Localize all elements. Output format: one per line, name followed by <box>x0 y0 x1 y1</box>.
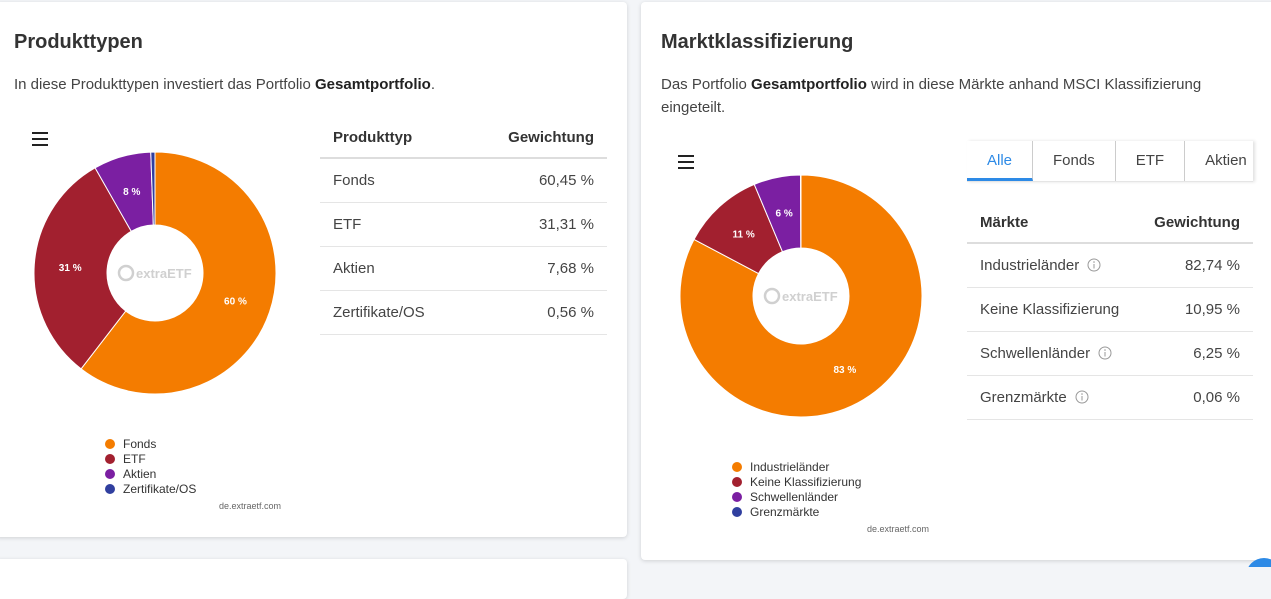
body: Produkttypen In diese Produkttypen inves… <box>0 0 1271 567</box>
intro-text: . <box>431 76 435 93</box>
legend-marker <box>732 462 742 472</box>
legend-marker <box>105 439 115 449</box>
watermark: extraETF <box>782 289 838 304</box>
panel-intro: Das Portfolio Gesamtportfolio wird in di… <box>661 73 1251 119</box>
cell: Zertifikate/OS <box>320 291 467 335</box>
legend-label: Schwellenländer <box>750 490 838 504</box>
legend-marker <box>732 507 742 517</box>
credit: de.extraetf.com <box>867 524 929 534</box>
cell: Grenzmärkte <box>967 376 1138 420</box>
legend-marker <box>105 484 115 494</box>
legend-label: ETF <box>123 452 146 466</box>
menu-icon[interactable] <box>32 132 48 146</box>
donut-chart: 83 % 11 % 6 % extraETF IndustrieländerKeine … <box>650 140 960 540</box>
cell-text: Industrieländer <box>980 257 1079 274</box>
intro-bold: Gesamtportfolio <box>751 76 867 93</box>
panel-title: Produkttypen <box>14 31 143 54</box>
intro-bold: Gesamtportfolio <box>315 76 431 93</box>
credit: de.extraetf.com <box>219 501 281 511</box>
cell: 31,31 % <box>467 203 607 247</box>
header-cell: Gewichtung <box>467 117 607 158</box>
info-icon[interactable] <box>1087 258 1101 272</box>
cell: 0,06 % <box>1138 376 1253 420</box>
donut-chart: 60 % 31 % 8 % extraETF FondsETFAktienZertifi… <box>0 120 310 520</box>
panel-title: Marktklassifizierung <box>661 31 853 54</box>
data-label: 83 % <box>833 365 856 376</box>
watermark-icon <box>119 266 133 280</box>
header-cell: Märkte <box>967 202 1138 243</box>
data-label: 8 % <box>123 187 140 198</box>
help-button[interactable] <box>1240 552 1271 567</box>
cell: Fonds <box>320 158 467 203</box>
header-cell: Gewichtung <box>1138 202 1253 243</box>
cell: Industrieländer <box>967 243 1138 288</box>
panel-intro: In diese Produkttypen investiert das Por… <box>14 73 614 96</box>
cell: 0,56 % <box>467 291 607 335</box>
intro-text: In diese Produkttypen investiert das Por… <box>14 76 315 93</box>
watermark-icon <box>765 289 779 303</box>
legend-label: Aktien <box>123 467 156 481</box>
cell: Keine Klassifizierung <box>967 288 1138 332</box>
info-icon[interactable] <box>1075 390 1089 404</box>
cell-text: Keine Klassifizierung <box>980 301 1119 318</box>
legend-label: Fonds <box>123 437 156 451</box>
info-icon[interactable] <box>1098 346 1112 360</box>
page: Portfolio {"panels": [ {"title": "Produk… <box>0 0 1271 567</box>
cell: Schwellenländer <box>967 332 1138 376</box>
cell: ETF <box>320 203 467 247</box>
legend-label: Keine Klassifizierung <box>750 475 861 489</box>
cell-text: Grenzmärkte <box>980 389 1067 406</box>
cell: 7,68 % <box>467 247 607 291</box>
cell: 10,95 % <box>1138 288 1253 332</box>
legend-marker <box>732 477 742 487</box>
cell: Aktien <box>320 247 467 291</box>
tab[interactable]: ETF <box>1116 141 1185 181</box>
watermark: extraETF <box>136 266 192 281</box>
menu-icon[interactable] <box>678 155 694 169</box>
legend-marker <box>732 492 742 502</box>
tab[interactable]: Aktien <box>1185 141 1267 181</box>
intro-text: Das Portfolio <box>661 76 751 93</box>
data-label: 31 % <box>59 263 82 274</box>
cell-text: Schwellenländer <box>980 345 1090 362</box>
panel <box>0 559 627 599</box>
cell: 60,45 % <box>467 158 607 203</box>
legend-label: Grenzmärkte <box>750 505 820 519</box>
cell: 82,74 % <box>1138 243 1253 288</box>
legend-marker <box>105 469 115 479</box>
header-cell: Produkttyp <box>320 117 467 158</box>
legend-label: Zertifikate/OS <box>123 482 196 496</box>
data-label: 11 % <box>733 229 755 240</box>
tab[interactable]: Alle <box>967 141 1033 181</box>
tabs: Alle Fonds ETF Aktien <box>967 141 1253 182</box>
legend-label: Industrieländer <box>750 460 829 474</box>
tab[interactable]: Fonds <box>1033 141 1116 181</box>
data-label: 60 % <box>224 296 247 307</box>
data-label: 6 % <box>775 209 792 220</box>
legend-marker <box>105 454 115 464</box>
cell: 6,25 % <box>1138 332 1253 376</box>
